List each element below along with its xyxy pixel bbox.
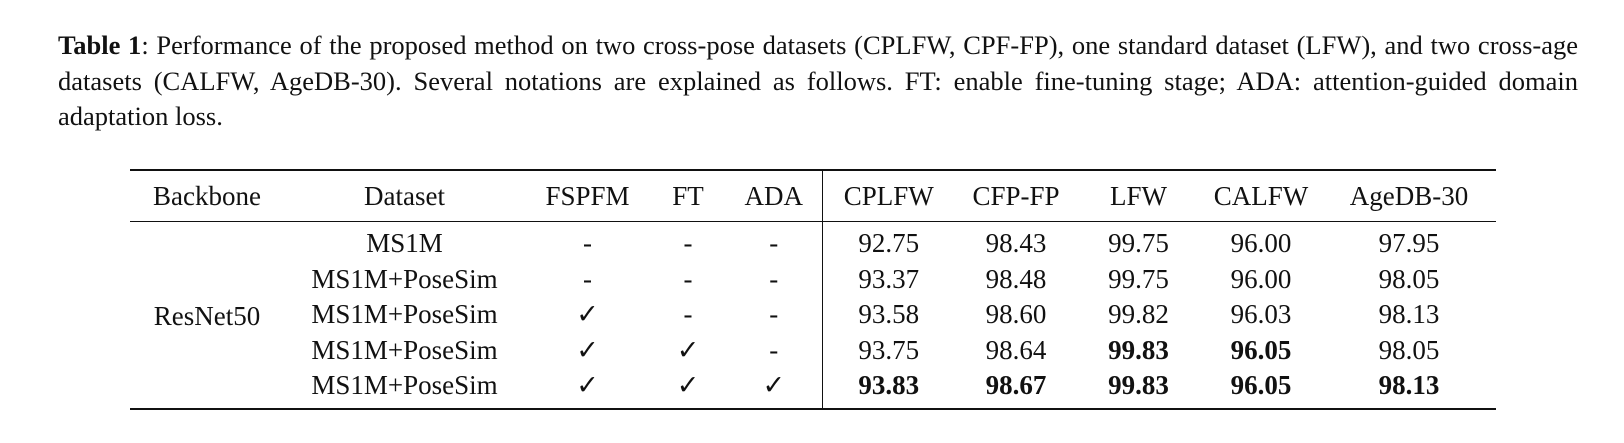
table-row: MS1M+PoseSim ✓ - - 93.58 98.60 99.82 96.03 98.13 [130, 297, 1496, 333]
table-cell: MS1M [366, 228, 443, 259]
results-table: Backbone Dataset FSPFM FT ADA CPLFW CFP-FP LFW C… [130, 169, 1496, 410]
table-cell: - [769, 228, 779, 259]
header-row: Backbone Dataset FSPFM FT ADA CPLFW CFP-FP LFW C… [130, 169, 1496, 222]
table-cell: 98.13 [1322, 368, 1496, 410]
header-cell: FT [650, 169, 726, 222]
table-cell: 99.75 [1108, 263, 1169, 294]
header-cell: Dataset [284, 169, 525, 222]
table-row: MS1M+PoseSim - - - 93.37 98.48 99.75 96.00 98.05 [130, 261, 1496, 297]
table-row: MS1M+PoseSim ✓ ✓ - 93.75 98.64 99.83 96.05 98.05 [130, 332, 1496, 368]
table-cell: MS1M+PoseSim [311, 334, 498, 365]
table-cell: - [769, 334, 779, 365]
header-cell: CPLFW [821, 169, 955, 222]
table-row: ResNet50 MS1M - - - 92.75 98.43 99.75 96.00 97.95 [130, 221, 1496, 410]
table-row: MS1M+PoseSim ✓ ✓ ✓ 93.83 98.67 99.83 96.05 98.13 [130, 368, 1496, 410]
table-cell: ✓ [576, 334, 599, 365]
table-cell: 96.05 [1230, 334, 1292, 365]
table-cell: ✓ [676, 334, 700, 365]
backbone-cell: ResNet50 [130, 221, 284, 410]
table-cell: 98.05 [1378, 334, 1440, 365]
table-cell: ✓ [726, 368, 822, 410]
table-cell: 98.13 [1378, 299, 1440, 330]
table-cell: 97.95 [1378, 228, 1440, 259]
table-cell: 98.43 [985, 228, 1047, 259]
table-cell: - [769, 263, 779, 294]
table-cell: 98.67 [955, 368, 1077, 410]
table-cell: 99.75 [1108, 228, 1169, 259]
table-cell: - [683, 263, 693, 294]
table-cell: MS1M+PoseSim [284, 368, 525, 410]
header-cell: CALFW [1200, 169, 1322, 222]
header-cell: CFP-FP [955, 169, 1077, 222]
table-cell: 98.60 [985, 299, 1047, 330]
table-cell: 93.58 [821, 297, 955, 333]
table-cell: 98.05 [1378, 263, 1440, 294]
table-cell: 92.75 [821, 221, 955, 262]
header-cell: Backbone [130, 169, 284, 222]
table-cell: 96.05 [1200, 368, 1322, 410]
table-cell: 96.03 [1230, 299, 1292, 330]
table-cell: 96.00 [1230, 228, 1292, 259]
caption: Table 1: Performance of the proposed met… [58, 28, 1578, 135]
table-cell: ✓ [525, 368, 650, 410]
table-cell: - [683, 299, 693, 330]
table-cell: 98.64 [985, 334, 1047, 365]
table-cell: MS1M+PoseSim [311, 299, 498, 330]
table-cell: 93.83 [821, 368, 955, 410]
table-cell: ✓ [650, 368, 726, 410]
table-cell: 99.82 [1108, 299, 1169, 330]
header-cell: AgeDB-30 [1322, 169, 1496, 222]
table-cell: - [583, 228, 592, 259]
caption-label: Table 1 [58, 30, 142, 60]
table-cell: ✓ [576, 299, 599, 330]
table-cell: 96.00 [1230, 263, 1292, 294]
table-cell: MS1M+PoseSim [311, 263, 498, 294]
table-cell: 93.37 [821, 261, 955, 297]
table-cell: 93.75 [821, 332, 955, 368]
table-cell: - [683, 228, 693, 259]
table-cell: - [769, 299, 779, 330]
header-cell: FSPFM [525, 169, 650, 222]
table-cell: 98.48 [985, 263, 1047, 294]
table-body: ResNet50 MS1M - - - 92.75 98.43 99.75 96.00 97.95… [130, 221, 1496, 410]
table-cell: 99.83 [1077, 368, 1200, 410]
header-cell: LFW [1077, 169, 1200, 222]
table-cell: - [583, 263, 592, 294]
caption-text: : Performance of the proposed method on … [58, 30, 1578, 131]
table-cell: 99.83 [1108, 334, 1169, 365]
header-cell: ADA [726, 169, 822, 222]
